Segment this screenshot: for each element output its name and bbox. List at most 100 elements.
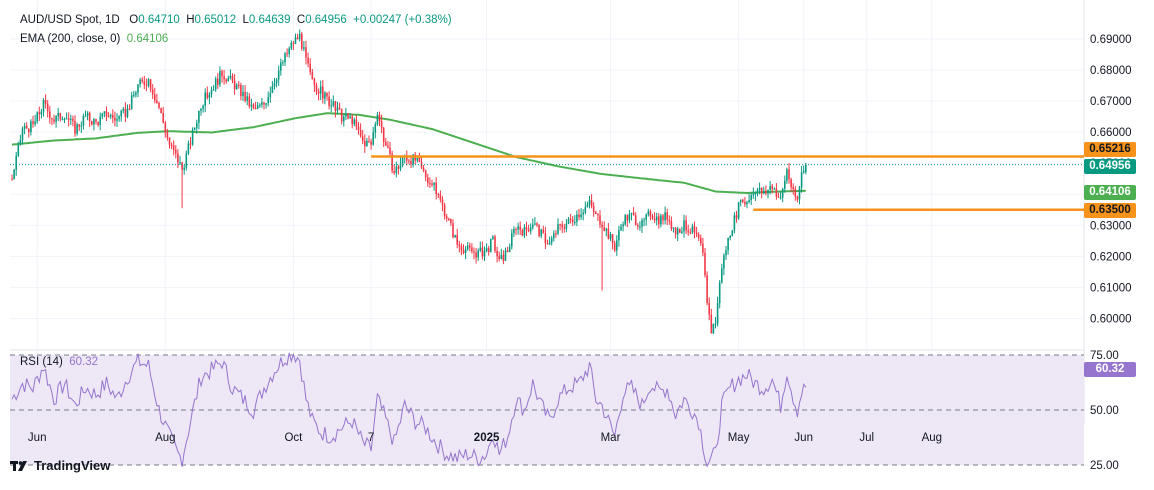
candle-body bbox=[168, 137, 171, 145]
candle-body bbox=[179, 162, 181, 164]
candle-body bbox=[23, 125, 26, 129]
candle-body bbox=[433, 182, 435, 185]
candle-body bbox=[550, 238, 553, 243]
candle-body bbox=[366, 140, 368, 147]
candle-body bbox=[74, 121, 76, 134]
candle-body bbox=[84, 115, 87, 117]
candle-body bbox=[792, 187, 794, 190]
candle-body bbox=[70, 118, 72, 120]
rsi-pane bbox=[10, 352, 1084, 468]
candle-body bbox=[338, 107, 341, 110]
candle-body bbox=[546, 243, 549, 245]
candle-body bbox=[565, 223, 568, 229]
candle-body bbox=[137, 84, 139, 93]
candle-body bbox=[443, 204, 446, 217]
candle-body bbox=[693, 226, 696, 233]
candle-body bbox=[775, 188, 778, 197]
candle-body bbox=[372, 132, 374, 145]
candle-body bbox=[80, 125, 83, 127]
candle-body bbox=[515, 228, 517, 230]
candle-body bbox=[315, 85, 318, 92]
tradingview-logo-icon bbox=[10, 460, 27, 471]
candle-body bbox=[391, 153, 393, 172]
candle-body bbox=[700, 238, 702, 244]
candle-body bbox=[569, 218, 572, 220]
candle-body bbox=[130, 95, 133, 110]
candle-body bbox=[109, 114, 112, 117]
rsi-tick-label: 25.00 bbox=[1090, 460, 1119, 472]
time-tick-label: Jun bbox=[28, 432, 47, 444]
candle-body bbox=[536, 223, 538, 226]
candle-body bbox=[506, 250, 509, 252]
candle-body bbox=[779, 197, 782, 199]
candle-body bbox=[49, 111, 51, 119]
candle-body bbox=[781, 188, 784, 198]
candle-body bbox=[418, 158, 421, 162]
low-label: L bbox=[242, 14, 249, 26]
candle-body bbox=[349, 116, 351, 119]
candle-body bbox=[599, 215, 601, 225]
candle-body bbox=[798, 187, 801, 200]
candle-body bbox=[555, 233, 557, 235]
candle-body bbox=[162, 113, 164, 123]
candle-body bbox=[175, 149, 177, 154]
candle-body bbox=[685, 220, 687, 231]
candle-body bbox=[618, 230, 620, 241]
candle-body bbox=[721, 268, 723, 283]
candle-body bbox=[254, 108, 257, 110]
price-tick-label: 0.60000 bbox=[1090, 313, 1132, 325]
candle-body bbox=[145, 84, 148, 86]
candle-body bbox=[214, 78, 217, 90]
candle-body bbox=[735, 215, 738, 219]
candle-body bbox=[731, 230, 734, 236]
candle-body bbox=[208, 94, 211, 98]
close-label: C bbox=[296, 14, 306, 26]
candle-body bbox=[660, 215, 662, 225]
candle-body bbox=[450, 219, 452, 224]
candle-body bbox=[561, 224, 563, 228]
rsi-legend: RSI (14) 60.32 bbox=[20, 356, 98, 368]
time-tick-label: 7 bbox=[368, 432, 374, 444]
candle-body bbox=[494, 236, 496, 251]
candle-body bbox=[630, 212, 633, 214]
candle-body bbox=[760, 187, 763, 194]
candle-body bbox=[767, 189, 769, 194]
candle-body bbox=[154, 94, 156, 101]
candle-body bbox=[578, 214, 580, 218]
ema-price-tag: 0.64106 bbox=[1084, 185, 1136, 200]
candle-body bbox=[655, 216, 658, 221]
candle-body bbox=[466, 245, 469, 250]
candle-body bbox=[595, 212, 597, 214]
candle-body bbox=[548, 242, 551, 245]
candle-body bbox=[458, 244, 461, 247]
time-tick-label: Oct bbox=[284, 432, 303, 444]
price-tick-label: 0.63000 bbox=[1090, 220, 1132, 232]
candle-body bbox=[473, 251, 475, 253]
candle-body bbox=[519, 226, 521, 230]
candle-body bbox=[101, 113, 104, 117]
candle-body bbox=[437, 193, 440, 195]
candle-body bbox=[296, 37, 299, 40]
candle-body bbox=[34, 121, 36, 125]
candle-body bbox=[252, 104, 255, 109]
low-value: 0.64639 bbox=[248, 14, 291, 26]
candle-body bbox=[355, 119, 358, 127]
candle-body bbox=[36, 112, 38, 122]
candle-body bbox=[172, 145, 175, 150]
price-tick-label: 0.67000 bbox=[1090, 96, 1132, 108]
candle-body bbox=[679, 228, 681, 233]
candle-body bbox=[196, 122, 198, 128]
tradingview-brand[interactable]: TradingView bbox=[10, 458, 110, 473]
candle-body bbox=[95, 119, 97, 122]
candle-body bbox=[187, 143, 190, 154]
candle-body bbox=[59, 113, 62, 120]
candle-body bbox=[107, 116, 110, 118]
candle-body bbox=[527, 229, 530, 232]
candle-body bbox=[158, 102, 160, 108]
candle-body bbox=[143, 81, 146, 85]
candle-body bbox=[410, 160, 412, 165]
candle-body bbox=[221, 70, 223, 77]
candle-body bbox=[38, 112, 41, 115]
